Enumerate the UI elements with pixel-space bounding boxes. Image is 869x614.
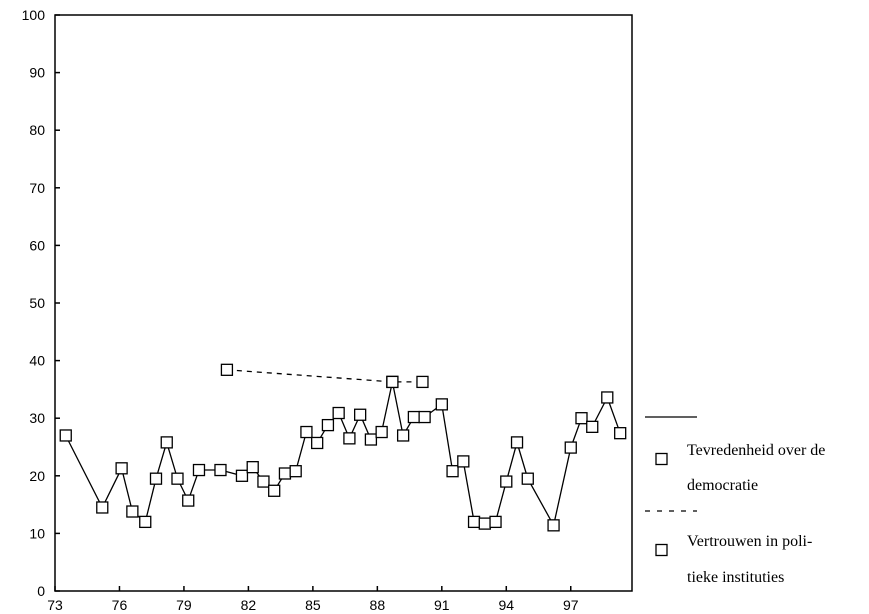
data-point <box>214 463 227 477</box>
data-point <box>235 469 249 482</box>
data-point <box>278 467 292 480</box>
data-point <box>289 465 302 478</box>
y-tick-label: 70 <box>29 180 45 196</box>
series-1 <box>59 375 627 532</box>
data-point <box>521 472 534 485</box>
series-line-1 <box>65 381 621 528</box>
y-tick-label: 40 <box>29 353 45 369</box>
x-tick-label: 73 <box>47 597 63 613</box>
legend: Tevredenheid over de democratie Vertrouwen… <box>645 416 825 586</box>
plot-frame <box>54 14 633 592</box>
data-point <box>300 425 313 439</box>
y-tick-label: 90 <box>29 65 45 81</box>
data-point <box>59 429 72 442</box>
legend-marker <box>655 543 668 557</box>
data-point <box>386 375 399 389</box>
data-point <box>364 433 378 446</box>
data-point <box>489 515 502 529</box>
data-point <box>586 420 599 433</box>
data-point <box>321 418 335 432</box>
data-point <box>160 436 173 449</box>
data-point <box>332 406 345 420</box>
data-point <box>407 410 421 424</box>
data-point <box>139 515 152 529</box>
data-point <box>500 475 513 488</box>
y-tick-label: 0 <box>37 583 45 599</box>
data-point <box>343 432 356 445</box>
y-tick-label: 50 <box>29 295 45 311</box>
x-tick-label: 79 <box>176 597 192 613</box>
data-point <box>547 519 560 532</box>
data-point <box>467 515 481 529</box>
x-tick-label: 97 <box>563 597 579 613</box>
data-point <box>418 410 431 424</box>
y-tick-label: 10 <box>29 525 45 541</box>
x-tick-label: 85 <box>305 597 321 613</box>
data-point <box>575 412 588 425</box>
legend-label: Vertrouwen in poli- <box>687 533 812 550</box>
data-point <box>601 391 614 404</box>
data-point <box>446 465 459 478</box>
y-tick-label: 60 <box>29 237 45 253</box>
data-point <box>171 472 184 485</box>
legend-entry-2: Vertrouwen in poli-tieke instituties <box>645 510 812 586</box>
x-tick-label: 88 <box>370 597 386 613</box>
data-point <box>192 463 206 477</box>
data-point <box>96 501 109 514</box>
legend-label: Tevredenheid over de <box>687 442 825 459</box>
data-point <box>257 475 270 488</box>
legend-marker <box>655 452 668 466</box>
x-axis: 73 76 79 82 85 88 91 94 97 <box>47 586 579 613</box>
data-point <box>246 461 259 474</box>
y-tick-label: 30 <box>29 410 45 426</box>
y-axis: 0 10 20 30 40 50 60 70 80 90 100 <box>22 7 60 599</box>
data-point <box>126 505 139 518</box>
data-point <box>457 455 470 468</box>
data-point <box>614 427 627 440</box>
series-layer <box>59 363 627 532</box>
data-point <box>435 398 448 411</box>
data-point <box>478 517 491 530</box>
data-point <box>354 408 367 421</box>
data-point <box>149 472 163 485</box>
data-point <box>416 375 429 389</box>
y-tick-label: 100 <box>22 7 46 23</box>
data-point <box>564 441 577 454</box>
data-point <box>182 494 195 507</box>
data-point <box>510 436 524 449</box>
y-tick-label: 80 <box>29 122 45 138</box>
legend-label: democratie <box>687 477 758 494</box>
series-2 <box>220 363 429 389</box>
data-point <box>311 436 324 450</box>
data-point <box>115 462 128 475</box>
data-point <box>396 429 410 442</box>
x-tick-label: 94 <box>498 597 514 613</box>
x-tick-label: 82 <box>241 597 257 613</box>
data-point <box>375 425 388 439</box>
data-point <box>268 484 281 497</box>
data-point <box>220 363 234 376</box>
x-tick-label: 76 <box>112 597 128 613</box>
x-tick-label: 91 <box>434 597 450 613</box>
legend-label: tieke instituties <box>687 569 784 586</box>
legend-entry-1: Tevredenheid over de democratie <box>645 416 825 494</box>
y-tick-label: 20 <box>29 468 45 484</box>
